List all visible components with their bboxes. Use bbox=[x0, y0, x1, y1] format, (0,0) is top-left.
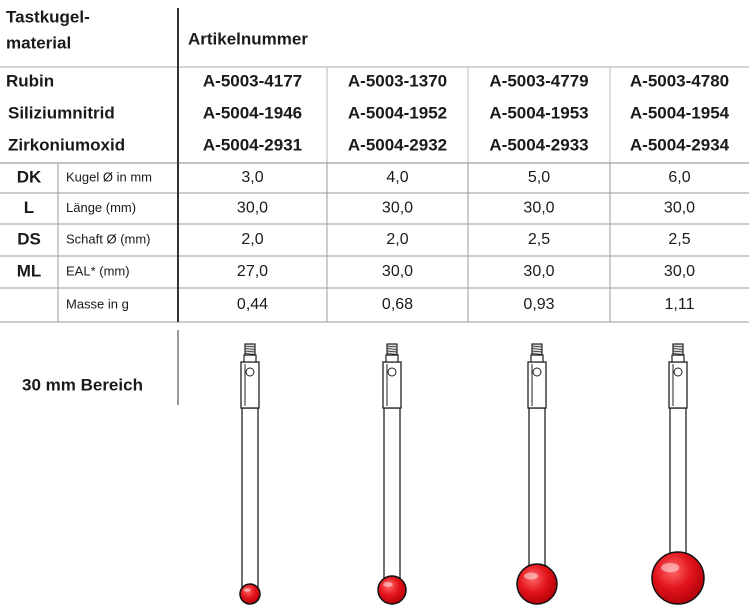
article-number: A-5004-2931 bbox=[203, 135, 302, 154]
article-number: A-5004-1952 bbox=[348, 103, 447, 122]
material-name: Zirkoniumoxid bbox=[8, 135, 125, 154]
thread-line bbox=[244, 353, 256, 355]
spec-value: 30,0 bbox=[382, 263, 413, 280]
stylus-neck bbox=[530, 354, 544, 363]
article-number: A-5004-2932 bbox=[348, 135, 447, 154]
article-number: A-5004-2934 bbox=[630, 135, 730, 154]
spec-code: ML bbox=[17, 261, 42, 280]
thread-line bbox=[672, 345, 684, 348]
thread-line bbox=[672, 350, 684, 353]
article-number: A-5004-2933 bbox=[489, 135, 588, 154]
thread-line bbox=[386, 345, 398, 348]
thread-line bbox=[244, 345, 256, 348]
thread-line bbox=[531, 348, 543, 350]
spec-value: 2,0 bbox=[241, 231, 263, 248]
spec-label: Schaft Ø (mm) bbox=[66, 231, 151, 246]
spec-code: L bbox=[24, 198, 34, 217]
body-hole bbox=[245, 367, 255, 377]
spec-value: 0,44 bbox=[237, 296, 268, 313]
spec-value: 30,0 bbox=[664, 263, 695, 280]
header-text: Artikelnummer bbox=[188, 29, 308, 48]
stylus-shaft bbox=[383, 407, 401, 585]
thread-line bbox=[244, 348, 256, 350]
spec-label: Masse in g bbox=[66, 296, 129, 311]
thread-line bbox=[672, 353, 684, 355]
spec-value: 2,0 bbox=[386, 231, 408, 248]
stylus-neck bbox=[671, 354, 685, 363]
material-name: Siliziumnitrid bbox=[8, 103, 115, 122]
article-number: A-5003-4779 bbox=[489, 71, 588, 90]
stylus-neck bbox=[243, 354, 257, 363]
material-name: Rubin bbox=[6, 71, 54, 90]
stylus-neck bbox=[385, 354, 399, 363]
spec-value: 5,0 bbox=[528, 169, 550, 186]
ball-highlight bbox=[243, 588, 251, 592]
article-number: A-5004-1953 bbox=[489, 103, 588, 122]
spec-label: Kugel Ø in mm bbox=[66, 169, 152, 184]
spec-value: 3,0 bbox=[241, 169, 263, 186]
header-text: Tastkugel- bbox=[6, 7, 90, 26]
spec-value: 30,0 bbox=[237, 200, 268, 217]
thread-line bbox=[386, 350, 398, 353]
spec-value: 1,11 bbox=[665, 296, 695, 313]
thread-line bbox=[244, 350, 256, 353]
article-number: A-5004-1946 bbox=[203, 103, 302, 122]
body-hole bbox=[387, 367, 397, 377]
spec-value: 30,0 bbox=[382, 200, 413, 217]
section-label: 30 mm Bereich bbox=[22, 375, 143, 394]
spec-label: EAL* (mm) bbox=[66, 263, 130, 278]
stylus-shaft bbox=[241, 407, 259, 593]
thread-line bbox=[531, 345, 543, 348]
thread-line bbox=[531, 353, 543, 355]
article-number: A-5003-1370 bbox=[348, 71, 447, 90]
spec-value: 2,5 bbox=[668, 231, 690, 248]
thread-line bbox=[531, 350, 543, 353]
stylus-shaft bbox=[528, 407, 546, 573]
spec-value: 30,0 bbox=[664, 200, 695, 217]
stylus-ball bbox=[239, 583, 261, 605]
body-hole bbox=[673, 367, 683, 377]
spec-label: Länge (mm) bbox=[66, 200, 136, 215]
article-number: A-5003-4780 bbox=[630, 71, 729, 90]
spec-value: 0,93 bbox=[523, 296, 554, 313]
ball-highlight bbox=[661, 562, 680, 573]
stylus-shaft bbox=[669, 407, 687, 561]
ball-highlight bbox=[382, 581, 393, 587]
article-number: A-5003-4177 bbox=[203, 71, 302, 90]
spec-value: 6,0 bbox=[668, 169, 690, 186]
thread-line bbox=[386, 353, 398, 355]
body-hole bbox=[532, 367, 542, 377]
ball-highlight bbox=[524, 572, 538, 580]
stylus-ball bbox=[651, 551, 705, 605]
spec-value: 30,0 bbox=[523, 200, 554, 217]
spec-value: 0,68 bbox=[382, 296, 413, 313]
spec-value: 27,0 bbox=[237, 263, 268, 280]
spec-code: DS bbox=[17, 229, 41, 248]
article-number: A-5004-1954 bbox=[630, 103, 730, 122]
spec-code: DK bbox=[17, 167, 42, 186]
thread-line bbox=[672, 348, 684, 350]
stylus-ball bbox=[377, 575, 407, 605]
spec-value: 30,0 bbox=[523, 263, 554, 280]
thread-line bbox=[386, 348, 398, 350]
stylus-ball bbox=[516, 563, 558, 605]
spec-value: 4,0 bbox=[386, 169, 408, 186]
header-text: material bbox=[6, 33, 71, 52]
spec-value: 2,5 bbox=[528, 231, 550, 248]
